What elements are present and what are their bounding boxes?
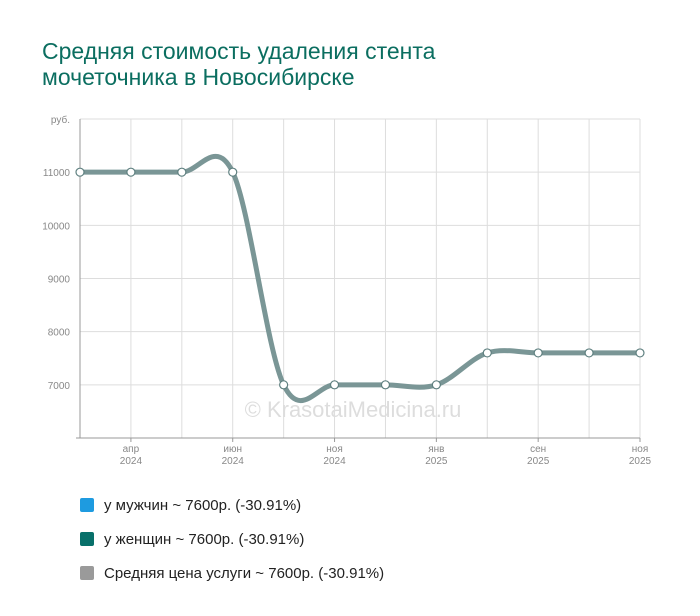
- watermark: © KrasotaiMedicina.ru: [245, 397, 462, 422]
- y-tick-label: 11000: [43, 168, 71, 179]
- data-point: [126, 167, 136, 177]
- data-point: [75, 167, 85, 177]
- x-tick-year: 2024: [323, 456, 346, 467]
- legend-label: Средняя цена услуги ~ 7600р. (-30.91%): [104, 564, 385, 582]
- data-point: [228, 167, 238, 177]
- data-point: [279, 380, 289, 390]
- data-point: [584, 348, 594, 358]
- x-tick-year: 2024: [222, 456, 245, 467]
- legend-swatch: [80, 498, 94, 512]
- x-tick-year: 2025: [425, 456, 448, 467]
- chart-title: Средняя стоимость удаления стента мочето…: [42, 38, 436, 90]
- y-axis-unit: руб.: [51, 114, 70, 126]
- data-point: [635, 348, 645, 358]
- legend-swatch: [80, 532, 94, 546]
- data-point: [482, 348, 492, 358]
- data-point: [431, 380, 441, 390]
- y-tick-label: 8000: [48, 328, 71, 339]
- x-tick-month: апр: [123, 444, 140, 455]
- legend-item-men[interactable]: у мужчин ~ 7600р. (-30.91%): [80, 488, 384, 522]
- legend-item-average[interactable]: Средняя цена услуги ~ 7600р. (-30.91%): [80, 556, 384, 590]
- x-tick-month: сен: [530, 444, 546, 455]
- x-tick-month: июн: [223, 444, 242, 455]
- legend: у мужчин ~ 7600р. (-30.91%) у женщин ~ 7…: [80, 488, 384, 590]
- y-tick-label: 10000: [42, 221, 70, 232]
- legend-label: у женщин ~ 7600р. (-30.91%): [104, 530, 305, 548]
- data-point: [533, 348, 543, 358]
- y-tick-label: 9000: [48, 275, 71, 286]
- x-tick-month: янв: [428, 444, 444, 455]
- legend-swatch: [80, 566, 94, 580]
- data-point: [329, 380, 340, 390]
- x-tick-year: 2025: [629, 456, 652, 467]
- x-tick-month: ноя: [632, 444, 649, 455]
- x-tick-year: 2025: [527, 456, 550, 467]
- legend-item-women[interactable]: у женщин ~ 7600р. (-30.91%): [80, 522, 384, 556]
- legend-label: у мужчин ~ 7600р. (-30.91%): [104, 496, 302, 514]
- data-point: [177, 167, 187, 177]
- x-tick-month: ноя: [326, 444, 343, 455]
- data-point: [380, 380, 391, 390]
- x-tick-year: 2024: [120, 456, 143, 467]
- y-tick-label: 7000: [48, 381, 71, 392]
